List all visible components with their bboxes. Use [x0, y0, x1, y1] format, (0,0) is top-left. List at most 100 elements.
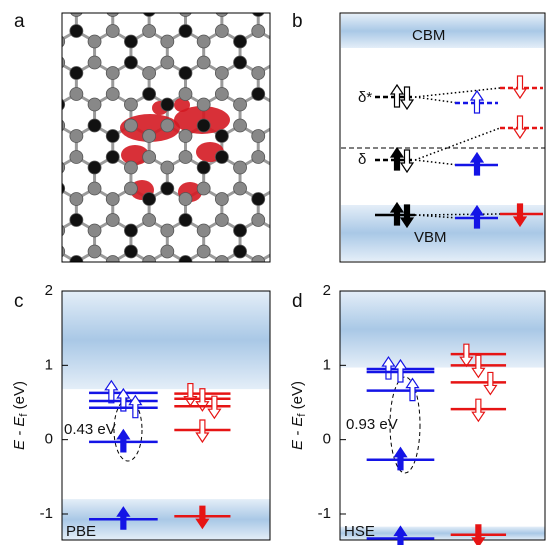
bond — [40, 94, 58, 105]
atom — [0, 151, 10, 164]
atom — [106, 277, 119, 290]
atom — [88, 35, 101, 48]
atom — [306, 35, 319, 48]
atom — [234, 161, 247, 174]
atom — [88, 182, 101, 195]
atom — [252, 4, 265, 17]
atom — [52, 35, 65, 48]
atom — [306, 245, 319, 258]
atom — [215, 214, 228, 227]
atom — [234, 0, 247, 6]
bond — [276, 31, 294, 42]
atom — [70, 214, 83, 227]
atom — [306, 287, 319, 300]
atom — [0, 277, 10, 290]
atom — [161, 0, 174, 6]
atom — [124, 224, 137, 237]
atom — [252, 214, 265, 227]
bond — [4, 63, 22, 74]
atom — [270, 56, 283, 69]
atom — [15, 245, 28, 258]
bond — [4, 0, 22, 10]
atom — [124, 35, 137, 48]
panel-label: d — [292, 291, 303, 312]
atom — [288, 151, 301, 164]
atom — [215, 67, 228, 80]
bond — [22, 220, 40, 231]
gap-label: 0.43 eV — [64, 421, 116, 438]
atom — [106, 88, 119, 101]
bond — [4, 31, 22, 42]
atom — [161, 56, 174, 69]
atom — [0, 130, 10, 143]
bond — [4, 252, 22, 263]
atom — [52, 98, 65, 111]
atom — [270, 224, 283, 237]
atom — [288, 256, 301, 269]
atom — [106, 4, 119, 17]
bond — [295, 31, 313, 42]
atom — [124, 98, 137, 111]
atom — [197, 245, 210, 258]
atom — [70, 25, 83, 38]
atom — [179, 88, 192, 101]
atom — [161, 119, 174, 132]
bond — [204, 0, 222, 10]
state-label: δ — [358, 151, 366, 168]
panel-label: b — [292, 11, 303, 32]
bond — [295, 94, 313, 105]
bond — [295, 126, 313, 137]
atom — [179, 4, 192, 17]
atom — [124, 0, 137, 6]
atom — [34, 151, 47, 164]
y-tick-label: 2 — [323, 282, 331, 299]
bond — [167, 0, 185, 10]
bond — [76, 0, 94, 10]
atom — [15, 119, 28, 132]
atom — [52, 224, 65, 237]
atom — [215, 4, 228, 17]
atom — [306, 0, 319, 6]
atom — [52, 182, 65, 195]
y-tick-label: 1 — [45, 356, 53, 373]
bond — [276, 157, 294, 168]
bond — [22, 31, 40, 42]
bond — [4, 220, 22, 231]
atom — [88, 56, 101, 69]
bond — [40, 157, 58, 168]
atom — [15, 56, 28, 69]
atom — [143, 193, 156, 206]
atom — [270, 0, 283, 6]
atom — [179, 151, 192, 164]
atom — [88, 119, 101, 132]
bond — [40, 189, 58, 200]
bond — [258, 0, 276, 10]
atom — [34, 193, 47, 206]
atom — [106, 25, 119, 38]
atom — [252, 88, 265, 101]
bond — [40, 0, 58, 10]
bond — [149, 0, 167, 10]
band-label: CBM — [412, 27, 445, 44]
atom — [124, 161, 137, 174]
atom — [52, 0, 65, 6]
atom — [0, 214, 10, 227]
bond — [113, 0, 131, 10]
bond — [4, 189, 22, 200]
bond — [22, 0, 40, 10]
atom — [34, 130, 47, 143]
atom — [143, 130, 156, 143]
y-tick-label: 0 — [45, 431, 53, 448]
atom — [306, 182, 319, 195]
atom — [161, 35, 174, 48]
atom — [0, 67, 10, 80]
bond — [22, 252, 40, 263]
cbm-band — [340, 291, 545, 368]
bond — [276, 189, 294, 200]
atom — [197, 161, 210, 174]
atom — [124, 182, 137, 195]
atom — [88, 224, 101, 237]
y-axis-label-part: E - E — [11, 416, 28, 450]
bond — [185, 0, 203, 10]
atom — [270, 308, 283, 321]
